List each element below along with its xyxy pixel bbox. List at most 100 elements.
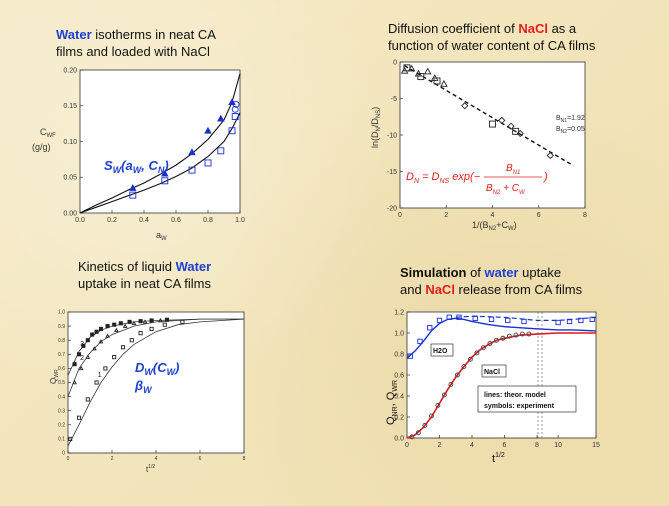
y-tick-label: 0 — [393, 59, 397, 66]
data-point — [127, 319, 132, 324]
data-point — [488, 316, 495, 322]
data-point — [231, 105, 239, 113]
label-nacl: NaCl — [481, 364, 507, 378]
data-point — [85, 354, 91, 359]
y-tick-label: 0.20 — [63, 67, 77, 74]
data-point — [138, 319, 143, 324]
data-point — [435, 403, 441, 408]
svg-text:DN = DNS exp(−: DN = DNS exp(− — [406, 171, 481, 185]
x-tick-label: 0.0 — [75, 217, 85, 224]
data-point — [232, 100, 240, 108]
kinetics-curve — [67, 318, 244, 397]
panel4-caption: Simulation of water uptake and NaCl rele… — [400, 265, 583, 297]
data-point — [149, 326, 154, 331]
water-curve — [406, 317, 597, 359]
y-tick-label: 0.1 — [58, 437, 65, 443]
water-curve-dashed — [455, 315, 597, 321]
panel3-caption: Kinetics of liquid Water uptake in neat … — [78, 259, 212, 291]
x-tick-label: 15 — [592, 442, 600, 449]
data-point — [461, 102, 469, 110]
data-point — [188, 166, 196, 174]
x-tick-label: 0 — [405, 442, 409, 449]
panel1-caption: Water isotherms in neat CA films and loa… — [56, 27, 216, 59]
data-point — [440, 79, 448, 87]
data-point — [489, 120, 496, 128]
y-axis-label: ln(DN/DNS) — [370, 107, 382, 148]
data-point — [142, 319, 148, 324]
data-point — [428, 413, 434, 419]
data-point — [112, 322, 117, 327]
y-tick-label: 1.0 — [394, 330, 404, 337]
data-point — [500, 335, 506, 341]
y-tick-label: 0.05 — [63, 175, 77, 182]
data-point — [161, 169, 169, 177]
data-point — [164, 317, 170, 322]
data-point — [131, 320, 137, 326]
data-point — [231, 113, 239, 120]
data-point — [161, 177, 169, 185]
data-point — [204, 159, 212, 167]
y-tick-label: -20 — [387, 205, 397, 212]
x-tick-label: 0.8 — [203, 217, 213, 224]
x-tick-label: 0 — [67, 456, 70, 462]
data-point — [403, 64, 411, 72]
data-point — [68, 436, 73, 441]
y-tick-label: 0.6 — [394, 372, 404, 379]
data-point — [467, 356, 473, 362]
data-point — [506, 333, 512, 339]
data-point — [555, 319, 561, 326]
isotherm-annotation: SW(aW, CN) — [104, 158, 169, 175]
y-tick-label: 0.00 — [63, 210, 77, 217]
data-point — [521, 318, 527, 325]
y-tick-label: -10 — [387, 132, 397, 139]
data-point — [129, 184, 137, 191]
data-point — [122, 323, 128, 328]
x-axis-label: 1/(BN2+CW) — [472, 220, 517, 232]
data-point — [505, 317, 511, 324]
y-tick-label: 1.0 — [58, 310, 65, 316]
data-point — [433, 77, 441, 85]
data-point — [498, 116, 506, 125]
data-point — [72, 362, 77, 367]
y-tick-label: 0.3 — [58, 408, 65, 414]
svg-text:BN2 + CW: BN2 + CW — [486, 183, 526, 196]
svg-text:symbols: experiment: symbols: experiment — [484, 403, 555, 410]
data-point — [149, 318, 154, 323]
curve-label: 1 — [98, 372, 102, 379]
data-point — [513, 332, 519, 338]
data-point — [138, 331, 143, 336]
y-tick-label: 0.7 — [58, 352, 65, 358]
svg-text:NaCl: NaCl — [484, 369, 500, 376]
y-tick-label: 0 — [62, 451, 65, 457]
x-tick-label: 4 — [155, 456, 158, 462]
data-point — [546, 151, 554, 160]
label-h2o: H2O — [430, 343, 454, 357]
data-point — [409, 434, 415, 440]
kinetics-annotation-diffusivity: DW(CW) — [135, 360, 179, 377]
data-point — [448, 382, 454, 387]
x-tick-label: 0.6 — [171, 217, 181, 224]
param-bn2: BN2=0.05 — [556, 126, 585, 135]
data-point — [98, 339, 104, 344]
data-point — [85, 397, 90, 402]
y-tick-label: 0.6 — [58, 366, 65, 372]
kinetics-annotation-beta: βW — [134, 378, 153, 395]
data-point — [76, 415, 82, 420]
x-tick-label: 8 — [243, 456, 246, 462]
x-axis-label: t1/2 — [492, 452, 505, 465]
data-point — [526, 331, 532, 337]
y-tick-label: 0.4 — [58, 394, 65, 400]
diffusion-equation: DN = DNS exp(− BN1 BN2 + CW ) — [406, 163, 548, 196]
nacl-curve — [406, 332, 596, 439]
data-point — [217, 114, 225, 122]
x-tick-label: 10 — [554, 442, 562, 449]
data-point — [566, 318, 573, 325]
data-point — [72, 379, 77, 385]
x-tick-label: 4 — [470, 442, 474, 449]
x-tick-label: 0.2 — [107, 217, 117, 224]
data-point — [512, 127, 520, 135]
x-tick-label: 8 — [535, 442, 539, 449]
x-tick-label: 2 — [438, 442, 442, 449]
x-tick-label: 0 — [398, 212, 402, 219]
